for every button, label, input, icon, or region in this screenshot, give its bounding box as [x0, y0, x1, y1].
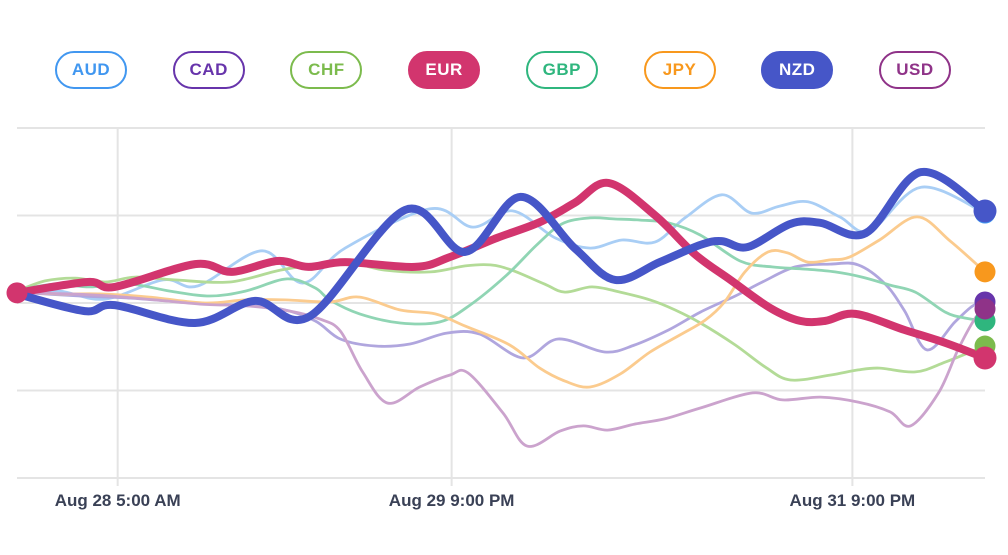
legend-pill-jpy[interactable]: JPY: [643, 51, 716, 89]
x-axis-label-2: Aug 31 9:00 PM: [789, 491, 916, 510]
x-axis-label-0: Aug 28 5:00 AM: [54, 491, 181, 510]
legend-label-aud: AUD: [71, 60, 111, 79]
legend-label-nzd: NZD: [778, 60, 816, 79]
series-line-cad[interactable]: [15, 261, 987, 360]
series-line-gbp[interactable]: [15, 216, 987, 326]
legend-label-gbp: GBP: [542, 60, 581, 79]
legend-label-usd: USD: [896, 60, 934, 79]
legend-label-jpy: JPY: [662, 60, 697, 79]
series-line-nzd[interactable]: [13, 168, 989, 328]
currency-legend: AUD CAD CHF EUR GBP JPY NZD USD: [55, 51, 951, 89]
series-line-usd[interactable]: [15, 291, 987, 448]
legend-pill-chf[interactable]: CHF: [290, 51, 363, 89]
legend-pill-cad[interactable]: CAD: [172, 51, 245, 89]
series-line-chf[interactable]: [15, 260, 987, 382]
legend-pill-nzd[interactable]: NZD: [761, 51, 834, 89]
end-dot-nzd: [973, 199, 997, 223]
x-axis-label-1: Aug 29 9:00 PM: [388, 491, 515, 510]
start-dot-eur: [6, 282, 28, 304]
legend-pill-aud[interactable]: AUD: [55, 51, 127, 89]
end-dot-usd: [974, 298, 996, 320]
series-line-aud[interactable]: [15, 185, 987, 301]
legend-pill-gbp[interactable]: GBP: [525, 51, 598, 89]
legend-pill-eur[interactable]: EUR: [408, 51, 481, 89]
end-dot-jpy: [974, 261, 996, 283]
legend-label-cad: CAD: [189, 60, 228, 79]
end-dot-eur: [973, 346, 997, 370]
legend-label-eur: EUR: [425, 60, 463, 79]
legend-pill-usd[interactable]: USD: [878, 51, 951, 89]
legend-label-chf: CHF: [308, 60, 345, 79]
